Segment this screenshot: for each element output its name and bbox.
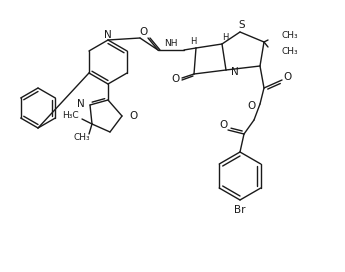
Text: H: H	[222, 32, 228, 42]
Text: CH₃: CH₃	[74, 134, 90, 143]
Text: CH₃: CH₃	[282, 32, 299, 41]
Text: O: O	[129, 111, 137, 121]
Text: O: O	[139, 27, 147, 37]
Text: N: N	[231, 67, 239, 77]
Text: N: N	[77, 99, 85, 109]
Text: S: S	[239, 20, 245, 30]
Text: NH: NH	[164, 39, 178, 48]
Text: CH₃: CH₃	[282, 48, 299, 57]
Text: O: O	[219, 120, 227, 130]
Text: O: O	[172, 74, 180, 84]
Text: H₃C: H₃C	[62, 112, 78, 120]
Text: O: O	[283, 72, 291, 82]
Text: N: N	[104, 30, 112, 40]
Text: H: H	[190, 36, 196, 45]
Text: Br: Br	[234, 205, 246, 215]
Text: O: O	[248, 101, 256, 111]
